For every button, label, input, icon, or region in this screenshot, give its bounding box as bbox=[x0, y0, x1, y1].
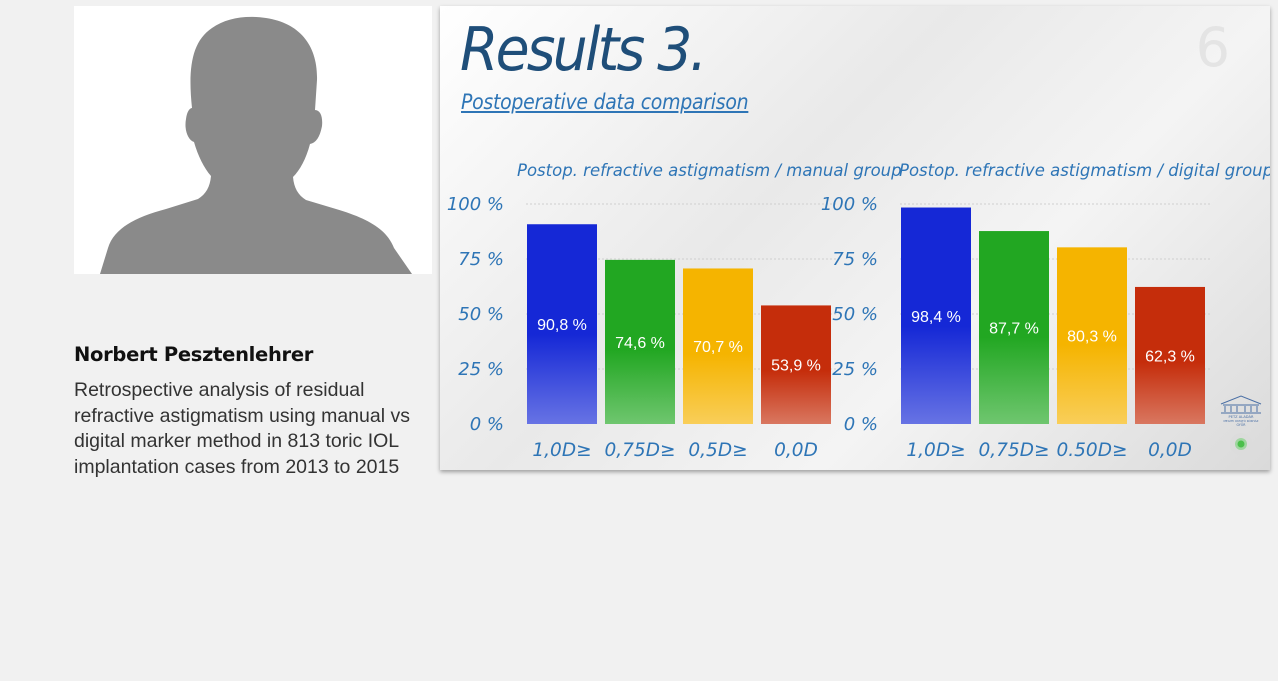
category-label: 0,0D bbox=[774, 440, 818, 461]
presentation-slide: Results 3. 6 Postoperative data comparis… bbox=[440, 6, 1270, 470]
bar-value-label: 87,7 % bbox=[989, 321, 1039, 338]
bar-value-label: 98,4 % bbox=[911, 309, 961, 326]
bar-value-label: 53,9 % bbox=[771, 358, 821, 375]
slide-number: 6 bbox=[1195, 16, 1230, 79]
category-label: 1,0D≥ bbox=[906, 440, 965, 461]
y-tick-label: 75 % bbox=[458, 249, 504, 270]
y-tick-label: 75 % bbox=[832, 249, 878, 270]
bar-value-label: 62,3 % bbox=[1145, 348, 1195, 365]
category-label: 0,0D bbox=[1148, 440, 1192, 461]
category-label: 0,75D≥ bbox=[605, 440, 676, 461]
logo-city: GYŐR bbox=[1237, 422, 1247, 427]
logo-subtitle: MEGYEI OKTATÓ KÓRHÁZ bbox=[1224, 418, 1259, 423]
bar-value-label: 74,6 % bbox=[615, 335, 665, 352]
bar bbox=[605, 259, 675, 424]
bar-value-label: 80,3 % bbox=[1067, 329, 1117, 346]
category-label: 0,75D≥ bbox=[979, 440, 1050, 461]
bar-charts: Postop. refractive astigmatism / manual … bbox=[447, 161, 1270, 461]
y-tick-label: 0 % bbox=[470, 414, 504, 435]
logo-name: PETZ ALADÁR bbox=[1229, 414, 1254, 419]
y-tick-label: 100 % bbox=[821, 194, 878, 215]
hospital-logo: PETZ ALADÁR MEGYEI OKTATÓ KÓRHÁZ GYŐR bbox=[1220, 395, 1262, 455]
bar bbox=[979, 231, 1049, 424]
speaker-info: Norbert Pesztenlehrer Retrospective anal… bbox=[74, 342, 424, 480]
category-label: 0.50D≥ bbox=[1057, 440, 1128, 461]
bar-value-label: 70,7 % bbox=[693, 339, 743, 356]
y-tick-label: 25 % bbox=[832, 359, 878, 380]
y-tick-label: 25 % bbox=[458, 359, 504, 380]
y-tick-label: 50 % bbox=[458, 304, 504, 325]
slide-title: Results 3. bbox=[460, 15, 707, 85]
person-silhouette-icon bbox=[100, 16, 412, 274]
bar bbox=[901, 207, 971, 424]
talk-description: Retrospective analysis of residual refra… bbox=[74, 379, 410, 478]
y-tick-label: 0 % bbox=[844, 414, 878, 435]
slide-subtitle: Postoperative data comparison bbox=[461, 90, 749, 114]
bar-value-label: 90,8 % bbox=[537, 317, 587, 334]
y-tick-label: 50 % bbox=[832, 304, 878, 325]
chart-title: Postop. refractive astigmatism / digital… bbox=[899, 161, 1270, 180]
category-label: 0,5D≥ bbox=[688, 440, 747, 461]
chart-title: Postop. refractive astigmatism / manual … bbox=[517, 161, 902, 180]
bar bbox=[527, 224, 597, 424]
bar bbox=[1135, 286, 1205, 424]
y-tick-label: 100 % bbox=[447, 194, 504, 215]
speaker-avatar bbox=[74, 6, 432, 274]
bar bbox=[1057, 247, 1127, 424]
speaker-name: Norbert Pesztenlehrer bbox=[74, 343, 314, 366]
bar bbox=[761, 305, 831, 424]
category-label: 1,0D≥ bbox=[532, 440, 591, 461]
bar bbox=[683, 268, 753, 424]
